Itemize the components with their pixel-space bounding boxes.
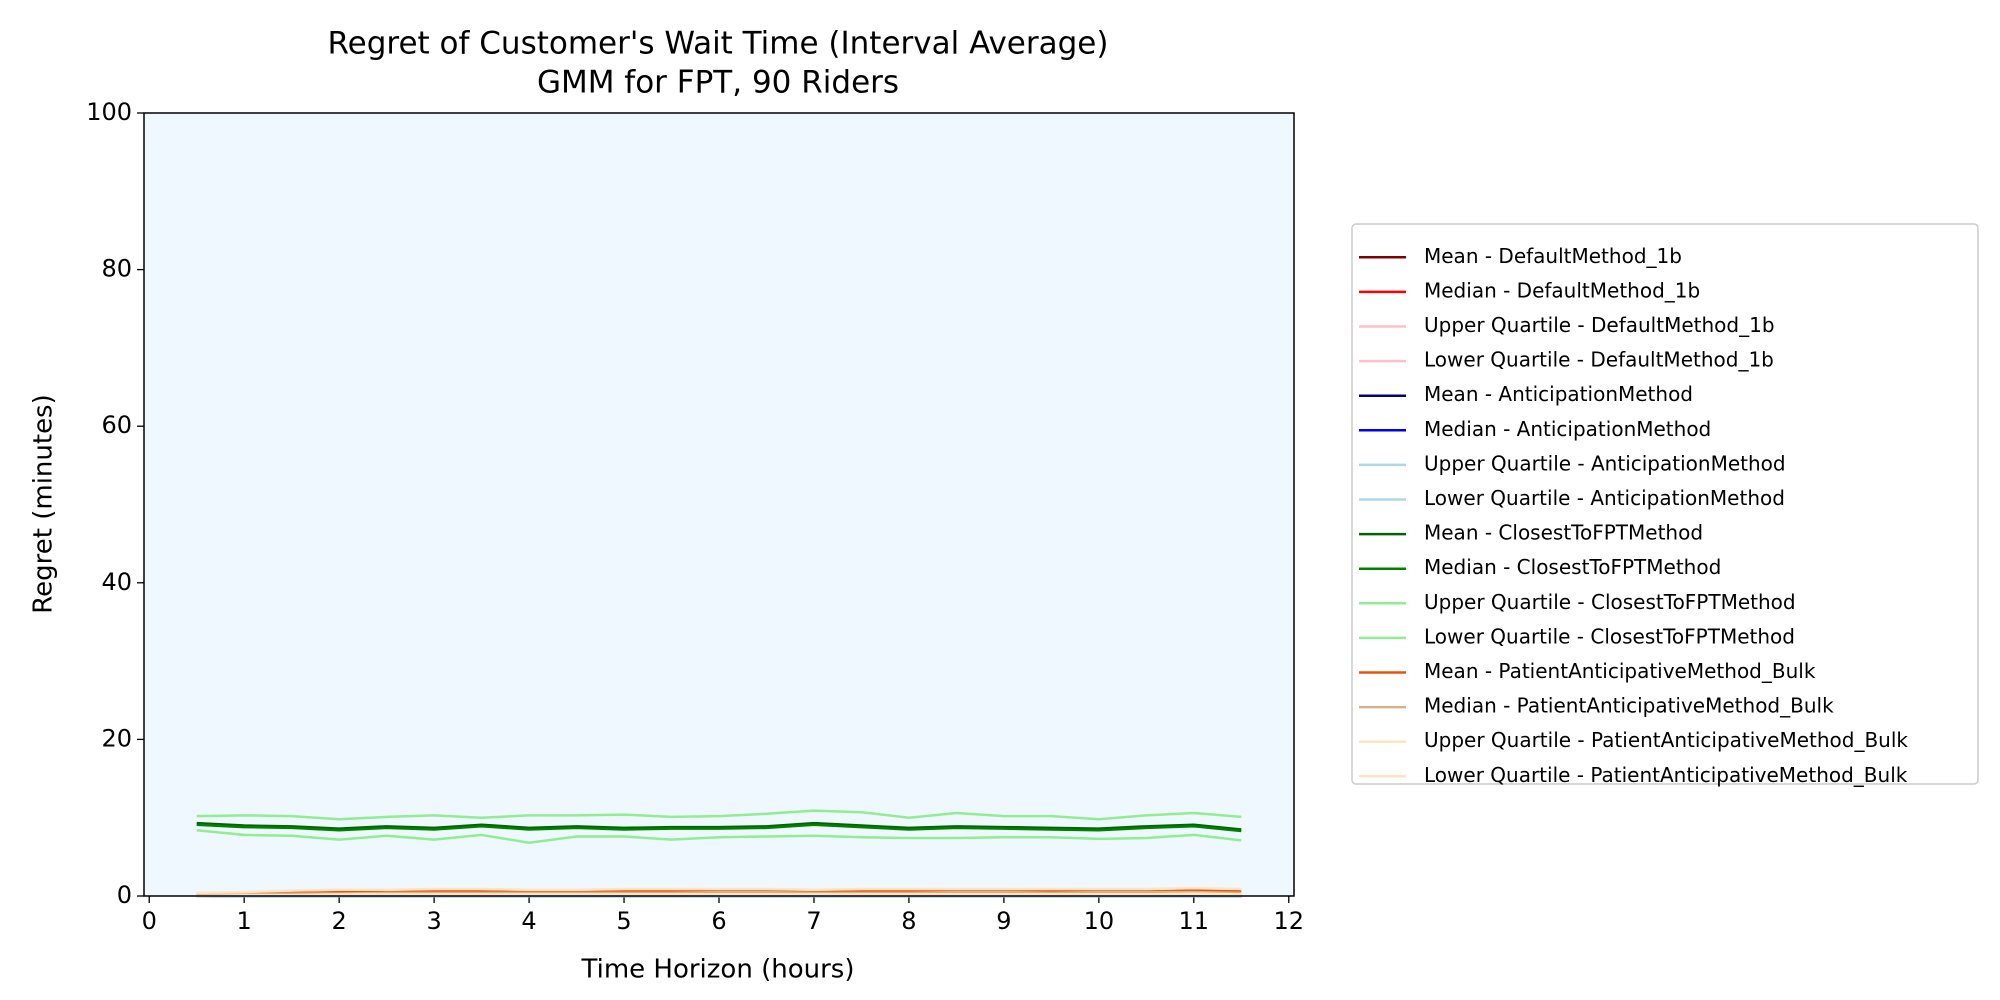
legend-label: Upper Quartile - ClosestToFPTMethod <box>1424 590 1796 614</box>
series-line <box>196 886 1242 895</box>
x-tick-label: 3 <box>426 907 441 935</box>
y-tick-label: 80 <box>101 255 132 283</box>
plot-frame <box>143 112 1295 897</box>
y-tick-label: 60 <box>101 411 132 439</box>
legend-label: Lower Quartile - AnticipationMethod <box>1424 486 1785 510</box>
legend-label: Mean - AnticipationMethod <box>1424 382 1693 406</box>
x-tick-label: 0 <box>142 907 157 935</box>
series-line <box>196 809 1242 821</box>
x-tick-label: 1 <box>237 907 252 935</box>
chart-subtitle: GMM for FPT, 90 Riders <box>537 65 899 101</box>
x-tick-label: 9 <box>996 907 1011 935</box>
chart-title: Regret of Customer's Wait Time (Interval… <box>328 26 1109 62</box>
series-line <box>196 828 1242 845</box>
x-tick-label: 6 <box>711 907 726 935</box>
x-tick-label: 12 <box>1274 907 1305 935</box>
x-tick-label: 4 <box>521 907 536 935</box>
legend-box <box>1351 223 1979 785</box>
legend-label: Upper Quartile - DefaultMethod_1b <box>1424 313 1775 337</box>
x-axis-label: Time Horizon (hours) <box>581 955 855 985</box>
legend-label: Lower Quartile - ClosestToFPTMethod <box>1424 624 1795 648</box>
x-tick-label: 10 <box>1084 907 1115 935</box>
legend-label: Median - AnticipationMethod <box>1424 417 1711 441</box>
legend-label: Median - PatientAnticipativeMethod_Bulk <box>1424 694 1834 718</box>
x-tick-label: 8 <box>901 907 916 935</box>
y-tick-label: 100 <box>86 98 132 126</box>
x-tick-label: 7 <box>806 907 821 935</box>
y-tick-label: 40 <box>101 568 132 596</box>
x-tick-label: 11 <box>1179 907 1210 935</box>
series-line <box>196 823 1242 833</box>
x-tick-label: 5 <box>616 907 631 935</box>
series-line <box>196 892 1242 898</box>
series-line <box>196 821 1242 831</box>
legend-label: Mean - PatientAnticipativeMethod_Bulk <box>1424 659 1816 683</box>
legend-label: Upper Quartile - AnticipationMethod <box>1424 451 1786 475</box>
series-line <box>196 890 1242 897</box>
y-tick-label: 0 <box>117 881 132 909</box>
legend-label: Median - DefaultMethod_1b <box>1424 278 1700 302</box>
legend-label: Mean - ClosestToFPTMethod <box>1424 521 1703 545</box>
legend-label: Lower Quartile - DefaultMethod_1b <box>1424 348 1774 372</box>
legend-label: Lower Quartile - PatientAnticipativeMeth… <box>1424 763 1908 787</box>
y-axis-label: Regret (minutes) <box>29 394 59 614</box>
x-tick-label: 2 <box>332 907 347 935</box>
legend-label: Median - ClosestToFPTMethod <box>1424 555 1721 579</box>
plot-area <box>144 113 1294 896</box>
legend-label: Upper Quartile - PatientAnticipativeMeth… <box>1424 728 1908 752</box>
legend-label: Mean - DefaultMethod_1b <box>1424 244 1682 268</box>
y-tick-label: 20 <box>101 724 132 752</box>
